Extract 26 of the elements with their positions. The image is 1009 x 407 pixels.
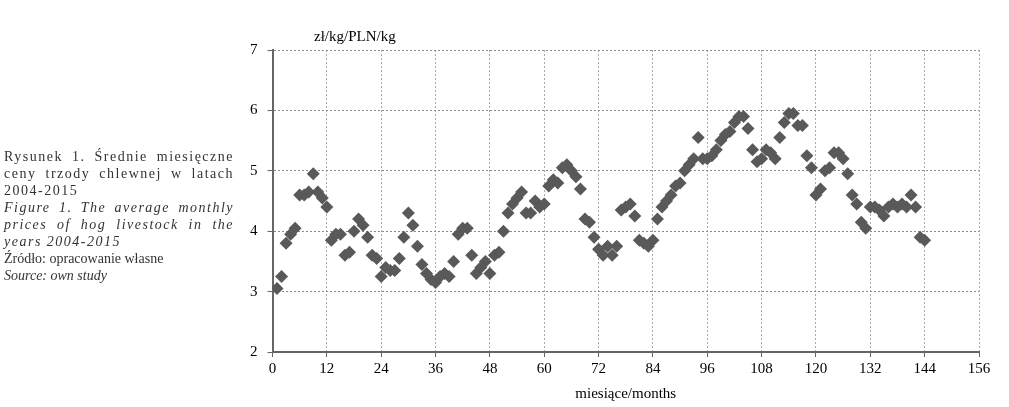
y-tick-label: 7 bbox=[250, 40, 258, 57]
x-tick-label: 120 bbox=[804, 359, 828, 376]
text: Rysunek 1. Średnie miesięczne ceny trzody chlewnej w latach 2004-2015 bbox=[4, 148, 234, 199]
y-tick-label: 4 bbox=[250, 222, 258, 239]
x-tick-label: 156 bbox=[967, 359, 991, 376]
x-tick-label: 108 bbox=[750, 359, 773, 376]
x-tick-label: 48 bbox=[482, 359, 498, 376]
y-tick-label: 6 bbox=[250, 101, 258, 118]
x-tick-label: 12 bbox=[319, 359, 335, 376]
source-note: Source: own study bbox=[4, 267, 108, 284]
x-tick-label: 0 bbox=[268, 359, 277, 376]
x-tick-label: 60 bbox=[536, 359, 552, 376]
x-axis-title: miesiące/months bbox=[575, 384, 677, 401]
x-tick-label: 96 bbox=[699, 359, 716, 376]
x-tick-label: 144 bbox=[913, 359, 937, 376]
x-tick-label: 84 bbox=[645, 359, 661, 376]
y-axis-title: zł/kg/PLN/kg bbox=[314, 28, 396, 45]
y-tick-label: 2 bbox=[250, 342, 258, 359]
y-tick-label: 3 bbox=[250, 282, 258, 299]
caption: Figure 1. The average monthly prices of hog livestock in the years 2004-2015 bbox=[4, 199, 234, 250]
x-tick-label: 36 bbox=[428, 359, 444, 376]
x-tick-label: 132 bbox=[859, 359, 882, 376]
text: Źródło: opracowanie własne bbox=[4, 250, 165, 267]
y-tick-label: 5 bbox=[250, 161, 258, 178]
x-tick-label: 24 bbox=[373, 359, 390, 376]
x-tick-label: 72 bbox=[591, 359, 607, 376]
